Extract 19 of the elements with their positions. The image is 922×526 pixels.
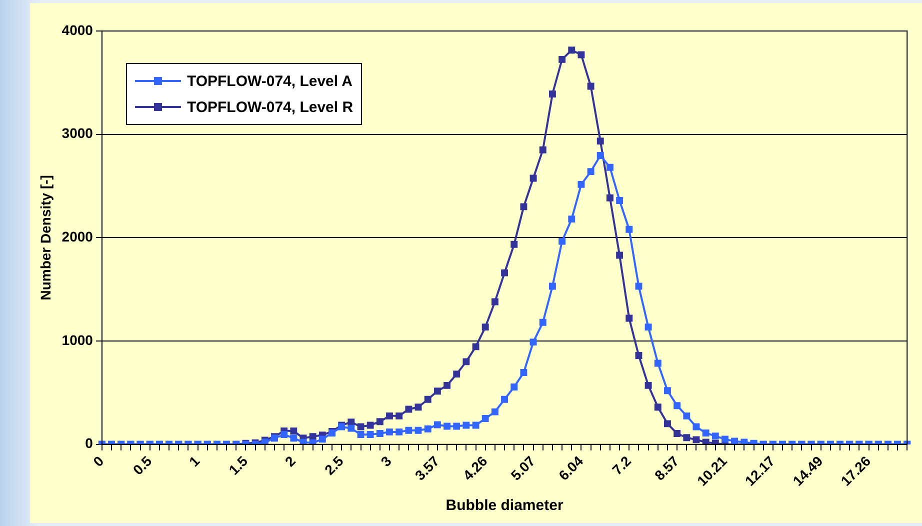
x-tick-label: 1 <box>186 452 203 470</box>
x-axis-title: Bubble diameter <box>446 497 564 514</box>
x-tick-label: 4.26 <box>460 452 490 484</box>
legend-label: TOPFLOW-074, Level A <box>186 72 353 90</box>
y-axis-title: Number Density [-] <box>37 175 54 300</box>
y-tick-label: 0 <box>85 435 94 452</box>
x-tick-label: 2.5 <box>321 452 347 478</box>
x-tick-label: 0 <box>90 452 107 470</box>
y-tick-label: 2000 <box>62 228 94 245</box>
y-tick-label: 1000 <box>62 332 94 348</box>
y-tick-label: 4000 <box>62 22 94 38</box>
y-tick-label: 3000 <box>62 125 94 142</box>
x-tick-label: 3 <box>378 452 394 470</box>
x-tick-label: 2 <box>282 452 299 470</box>
x-tick-label: 0.5 <box>130 452 155 478</box>
x-tick-label: 7.2 <box>608 452 634 478</box>
x-tick-label: 1.5 <box>225 452 251 478</box>
legend-label: TOPFLOW-074, Level R <box>186 98 354 116</box>
x-tick-label: 6.04 <box>555 452 586 484</box>
